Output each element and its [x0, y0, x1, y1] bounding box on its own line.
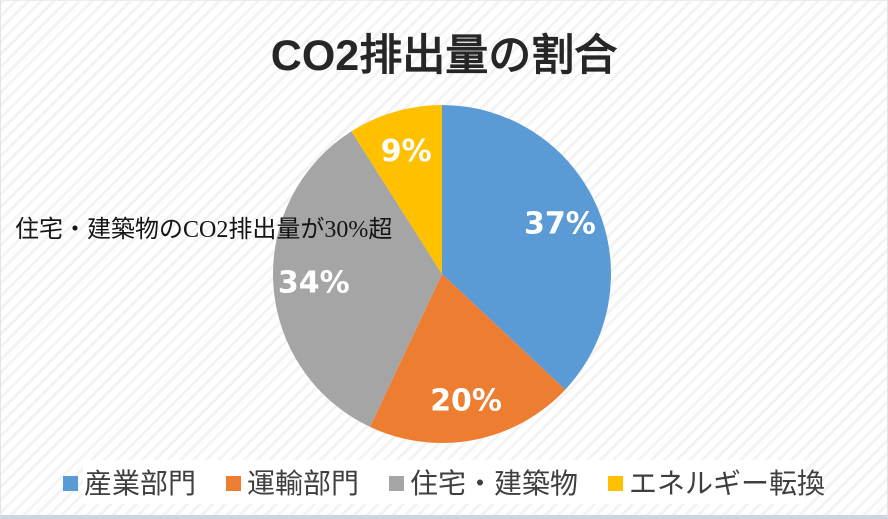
- legend-item-transport[interactable]: 運輸部門: [225, 462, 359, 502]
- legend-swatch-energy: [608, 476, 624, 491]
- legend-swatch-transport: [225, 476, 241, 491]
- legend-item-housing[interactable]: 住宅・建築物: [389, 462, 578, 502]
- pie-chart[interactable]: 37% 20% 34% 9%: [273, 105, 611, 443]
- pie-slice-0[interactable]: [442, 105, 611, 390]
- legend-swatch-housing: [389, 476, 404, 491]
- pie-slice-2[interactable]: [273, 131, 442, 427]
- legend-label-energy: エネルギー転換: [629, 468, 826, 499]
- legend: 産業部門 運輸部門 住宅・建築物 エネルギー転換: [62, 460, 825, 504]
- legend-item-industry[interactable]: 産業部門: [62, 462, 196, 502]
- pie-slice-1[interactable]: [370, 274, 566, 443]
- pie-data-label-2[interactable]: 34%: [278, 266, 350, 301]
- legend-item-energy[interactable]: エネルギー転換: [608, 462, 825, 502]
- pie-data-label-1[interactable]: 20%: [430, 384, 502, 419]
- legend-label-transport: 運輸部門: [246, 468, 359, 499]
- legend-swatch-industry: [62, 476, 78, 491]
- legend-label-industry: 産業部門: [83, 468, 196, 499]
- pie-data-label-0[interactable]: 37%: [524, 207, 596, 242]
- pie-data-label-3[interactable]: 9%: [381, 134, 432, 169]
- legend-label-housing: 住宅・建築物: [410, 468, 579, 499]
- pie-slice-3[interactable]: [351, 105, 442, 274]
- chart-title: CO2排出量の割合: [270, 32, 618, 80]
- annotation-text: 住宅・建築物のCO2排出量が30%超: [15, 217, 393, 243]
